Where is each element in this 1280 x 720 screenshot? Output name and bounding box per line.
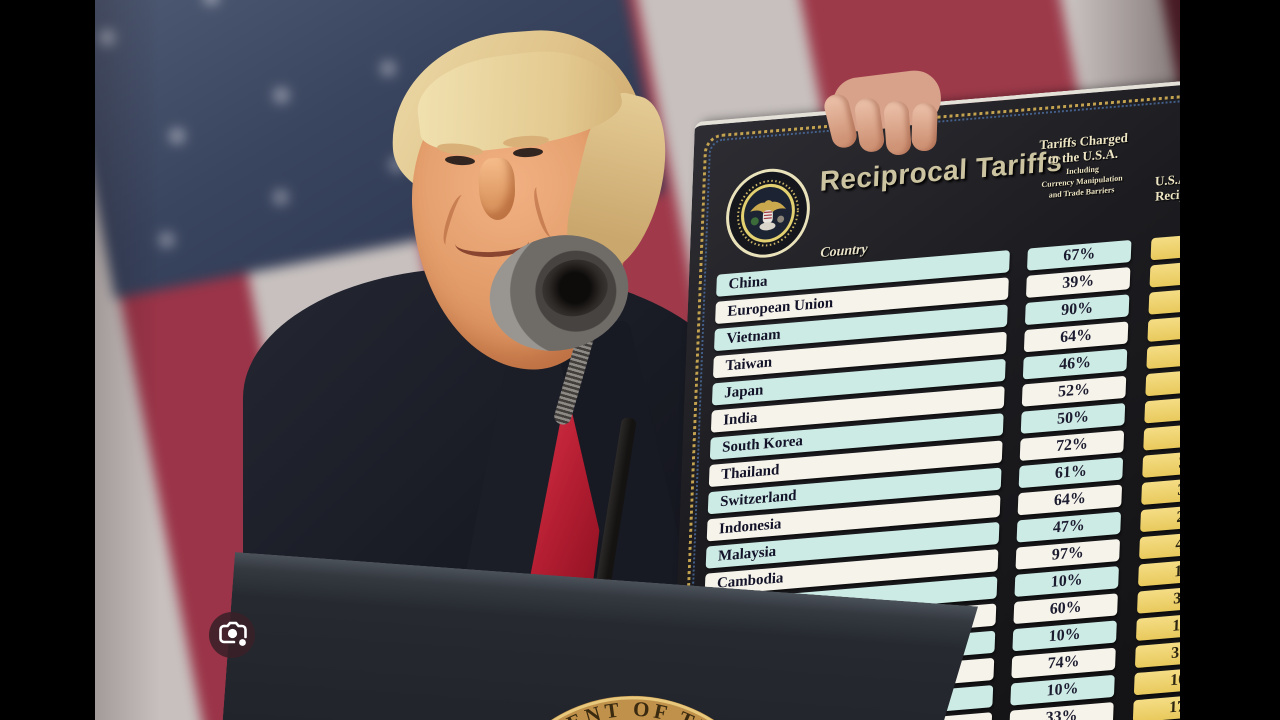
finger [883, 100, 912, 156]
hand-holding-board [95, 0, 1180, 720]
finger [911, 102, 938, 152]
reciprocal-tariffs-board: Reciprocal Tariffs Tariffs Charged to th… [663, 72, 1180, 720]
podium: SIDENT OF THE U [219, 552, 978, 720]
podium-presidential-seal: SIDENT OF THE U [486, 665, 795, 720]
presidential-seal-icon [726, 168, 810, 258]
google-lens-camera-icon[interactable] [207, 610, 257, 660]
photo-frame: Reciprocal Tariffs Tariffs Charged to th… [95, 0, 1180, 720]
